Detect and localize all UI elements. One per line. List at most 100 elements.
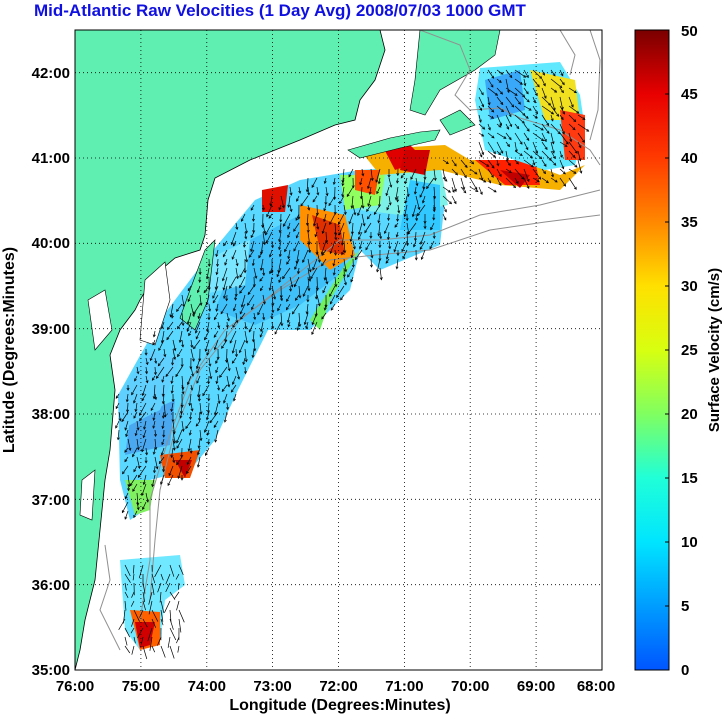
colorbar-tick-label: 50 — [681, 23, 698, 40]
isobath-lines — [99, 30, 601, 651]
velocity-vector-head — [155, 375, 159, 379]
velocity-vector — [190, 402, 193, 412]
velocity-vector — [312, 258, 318, 270]
velocity-vector — [252, 213, 255, 222]
velocity-vector — [367, 195, 372, 207]
colorbar-tick-label: 20 — [681, 406, 698, 423]
velocity-vector-head — [358, 236, 361, 241]
velocity-vector-head — [219, 374, 223, 378]
velocity-vector — [568, 96, 574, 108]
velocity-vector-head — [295, 235, 299, 239]
velocity-vector-head — [142, 481, 146, 486]
velocity-vector-head — [278, 229, 282, 234]
velocity-vector — [396, 231, 399, 237]
velocity-vector — [133, 636, 136, 644]
velocity-vector-head — [186, 328, 190, 332]
velocity-vector-head — [250, 248, 254, 253]
velocity-vector-head — [321, 252, 325, 256]
velocity-vector — [262, 267, 265, 276]
velocity-vector — [568, 177, 577, 190]
velocity-vector — [131, 618, 135, 627]
velocity-vector — [262, 312, 265, 320]
velocity-vector-head — [215, 272, 219, 276]
velocity-vector — [370, 168, 373, 181]
velocity-vector — [294, 258, 300, 270]
velocity-vector — [289, 285, 292, 292]
velocity-vector — [132, 447, 138, 457]
velocity-vector-head — [215, 380, 219, 385]
velocity-vector-head — [235, 226, 239, 230]
velocity-vector — [167, 474, 174, 486]
velocity-vector — [322, 285, 327, 293]
velocity-vector — [239, 276, 246, 288]
velocity-vector-head — [163, 354, 167, 358]
velocity-vector — [305, 321, 309, 329]
velocity-vector — [405, 195, 408, 204]
velocity-vector-head — [233, 398, 236, 402]
velocity-vector-head — [528, 107, 532, 111]
velocity-vector — [334, 231, 337, 240]
velocity-vector — [266, 231, 273, 244]
velocity-vector-head — [305, 325, 309, 330]
velocity-vector — [162, 384, 165, 397]
velocity-vector-head — [296, 271, 300, 275]
velocity-vector — [115, 420, 120, 429]
velocity-vector — [460, 159, 468, 168]
velocity-vector — [160, 645, 166, 658]
velocity-vector — [209, 411, 219, 423]
velocity-vector-head — [525, 147, 529, 151]
velocity-vector-head — [125, 399, 129, 403]
velocity-vector — [178, 618, 182, 633]
velocity-vector — [252, 348, 255, 358]
velocity-vector — [421, 249, 426, 260]
velocity-vector — [559, 141, 568, 147]
velocity-vector — [577, 123, 589, 132]
velocity-vector — [224, 411, 228, 423]
velocity-vector-head — [137, 465, 141, 470]
velocity-vector — [214, 429, 219, 443]
velocity-vector — [136, 366, 139, 374]
velocity-vector-head — [543, 171, 546, 175]
velocity-vector-head — [494, 92, 499, 96]
velocity-vector-head — [221, 345, 224, 349]
velocity-vector-head — [209, 420, 213, 424]
velocity-vector — [568, 87, 577, 93]
velocity-vector-head — [223, 295, 227, 300]
velocity-vector-head — [333, 252, 337, 256]
velocity-vector-head — [493, 189, 497, 193]
velocity-vector — [333, 177, 336, 185]
velocity-vector — [532, 123, 544, 131]
velocity-vector-head — [514, 93, 518, 96]
velocity-vector-head — [170, 454, 174, 459]
velocity-vector — [388, 213, 390, 221]
velocity-vector — [136, 492, 139, 506]
velocity-vector-head — [574, 150, 578, 154]
velocity-vector-head — [305, 311, 309, 315]
velocity-vector — [306, 303, 309, 314]
velocity-vector-head — [330, 307, 334, 311]
velocity-vector — [179, 411, 183, 419]
velocity-vector-head — [296, 327, 300, 331]
velocity-vector — [229, 276, 237, 289]
velocity-vector — [478, 168, 483, 181]
velocity-vector-head — [208, 363, 212, 367]
velocity-vector-head — [293, 284, 297, 288]
velocity-vector-head — [207, 263, 211, 267]
velocity-vector-head — [129, 483, 133, 487]
velocity-vector — [129, 474, 138, 486]
velocity-vector — [134, 375, 138, 382]
velocity-vector — [167, 636, 171, 648]
velocity-vector-head — [244, 236, 248, 240]
velocity-vector-head — [314, 296, 318, 300]
velocity-vector — [496, 78, 502, 83]
velocity-vector — [422, 195, 426, 204]
velocity-vector-head — [180, 477, 184, 481]
velocity-vector-head — [244, 230, 248, 234]
velocity-vector-head — [323, 307, 327, 311]
velocity-vector — [232, 321, 237, 328]
velocity-vector — [190, 348, 195, 362]
velocity-vector-head — [235, 320, 239, 324]
velocity-vector-head — [543, 95, 547, 99]
velocity-vector-head — [546, 122, 550, 127]
velocity-vector-head — [215, 308, 219, 312]
